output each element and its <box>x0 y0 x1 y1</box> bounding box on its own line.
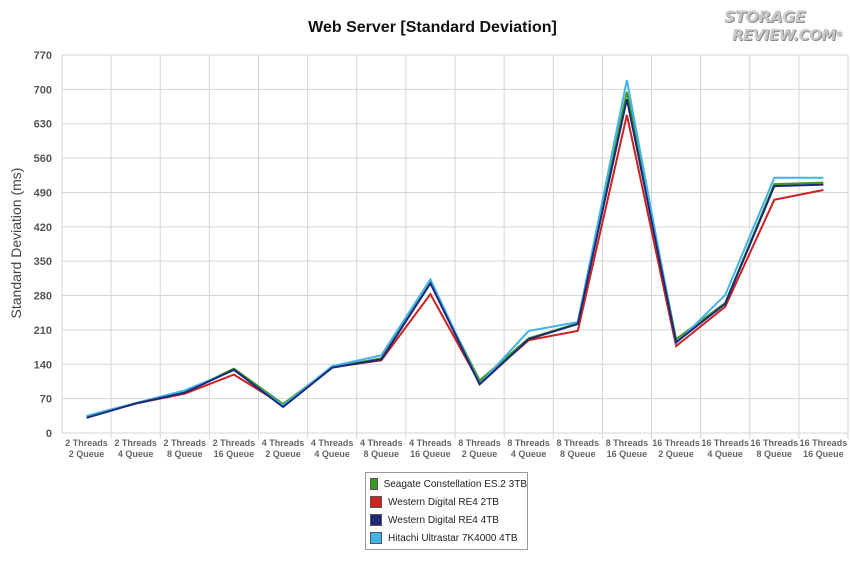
x-tick-label: 2 Threads 8 Queue <box>164 438 207 459</box>
x-tick-label: 16 Threads 4 Queue <box>701 438 749 459</box>
x-tick-label: 2 Threads 16 Queue <box>213 438 256 459</box>
legend: Seagate Constellation ES.2 3TB Western Di… <box>365 472 528 550</box>
legend-swatch <box>370 514 382 526</box>
series-line-western-digital-re4-2tb <box>86 114 824 418</box>
x-tick-label: 16 Threads 2 Queue <box>652 438 700 459</box>
legend-swatch <box>370 532 382 544</box>
y-tick-label: 560 <box>34 153 52 165</box>
legend-item: Western Digital RE4 2TB <box>366 493 527 511</box>
x-tick-label: 2 Threads 2 Queue <box>65 438 108 459</box>
series-lines <box>86 79 824 419</box>
x-tick-label: 4 Threads 4 Queue <box>311 438 354 459</box>
x-tick-label: 4 Threads 2 Queue <box>262 438 305 459</box>
y-tick-label: 140 <box>34 359 52 371</box>
legend-swatch <box>370 496 382 508</box>
y-tick-label: 210 <box>34 325 52 337</box>
legend-item: Western Digital RE4 4TB <box>366 511 527 529</box>
legend-swatch <box>370 478 378 490</box>
x-tick-label: 8 Threads 4 Queue <box>507 438 550 459</box>
x-tick-label: 16 Threads 8 Queue <box>751 438 799 459</box>
x-axis-ticks: 2 Threads 2 Queue 2 Threads 4 Queue 2 Thread… <box>65 438 847 459</box>
x-tick-label: 8 Threads 8 Queue <box>557 438 600 459</box>
y-tick-label: 770 <box>34 50 52 62</box>
x-tick-label: 8 Threads 16 Queue <box>606 438 649 459</box>
y-tick-label: 700 <box>34 84 52 96</box>
x-tick-label: 16 Threads 16 Queue <box>800 438 848 459</box>
legend-label: Western Digital RE4 2TB <box>388 496 499 508</box>
y-tick-label: 630 <box>34 119 52 131</box>
chart-title: Web Server [Standard Deviation] <box>308 19 557 36</box>
y-tick-label: 420 <box>34 222 52 234</box>
x-tick-label: 2 Threads 4 Queue <box>114 438 157 459</box>
legend-item: Hitachi Ultrastar 7K4000 4TB <box>366 529 527 547</box>
y-axis-ticks: 0 70 140 210 280 350 420 490 560 630 700 770 <box>34 50 52 440</box>
legend-label: Western Digital RE4 4TB <box>388 514 499 526</box>
x-tick-label: 4 Threads 8 Queue <box>360 438 403 459</box>
legend-label: Hitachi Ultrastar 7K4000 4TB <box>388 532 518 544</box>
y-tick-label: 280 <box>34 291 52 303</box>
x-tick-label: 8 Threads 2 Queue <box>458 438 501 459</box>
storagereview-logo: STORAGE REVIEW.COM® <box>724 7 844 45</box>
y-tick-label: 70 <box>40 394 52 406</box>
y-tick-label: 350 <box>34 256 52 268</box>
y-tick-label: 490 <box>34 187 52 199</box>
gridlines <box>61 54 849 439</box>
series-line-western-digital-re4-4tb <box>86 98 824 419</box>
y-tick-label: 0 <box>46 428 52 440</box>
legend-label: Seagate Constellation ES.2 3TB <box>383 478 527 490</box>
x-tick-label: 4 Threads 16 Queue <box>409 438 452 459</box>
legend-item: Seagate Constellation ES.2 3TB <box>366 475 527 493</box>
